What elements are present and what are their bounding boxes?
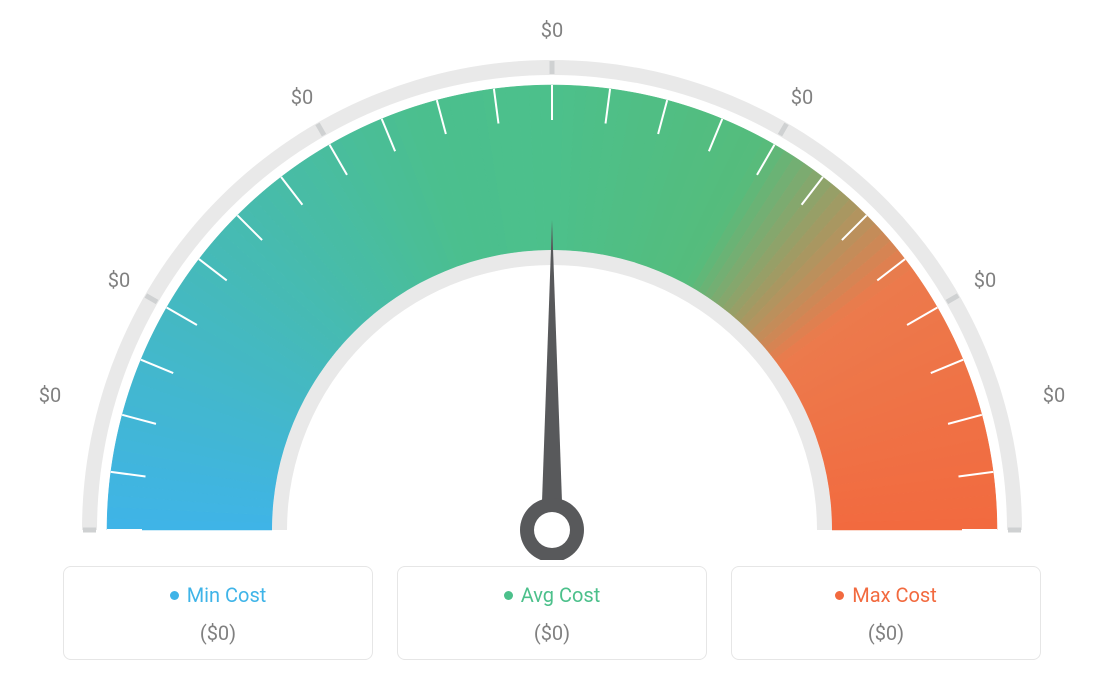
gauge-axis-label: $0 bbox=[541, 18, 563, 42]
gauge-axis-label: $0 bbox=[291, 85, 313, 109]
gauge-chart: $0 $0 $0 $0 $0 $0 $0 bbox=[0, 0, 1104, 560]
gauge-axis-label: $0 bbox=[974, 268, 996, 292]
legend-value-avg: ($0) bbox=[406, 621, 698, 645]
legend-value-min: ($0) bbox=[72, 621, 364, 645]
legend-row: Min Cost ($0) Avg Cost ($0) Max Cost ($0… bbox=[0, 560, 1104, 660]
legend-dot-min bbox=[170, 591, 179, 600]
legend-dot-max bbox=[835, 591, 844, 600]
gauge-axis-label: $0 bbox=[1043, 383, 1065, 407]
legend-dot-avg bbox=[504, 591, 513, 600]
legend-label-avg: Avg Cost bbox=[504, 583, 601, 607]
legend-label-min: Min Cost bbox=[170, 583, 267, 607]
legend-label-max: Max Cost bbox=[835, 583, 937, 607]
legend-card-max: Max Cost ($0) bbox=[731, 566, 1041, 660]
gauge-axis-label: $0 bbox=[108, 268, 130, 292]
legend-text-min: Min Cost bbox=[187, 583, 267, 607]
gauge-axis-label: $0 bbox=[791, 85, 813, 109]
gauge-axis-label: $0 bbox=[39, 383, 61, 407]
legend-card-avg: Avg Cost ($0) bbox=[397, 566, 707, 660]
legend-card-min: Min Cost ($0) bbox=[63, 566, 373, 660]
legend-value-max: ($0) bbox=[740, 621, 1032, 645]
legend-text-max: Max Cost bbox=[852, 583, 937, 607]
gauge-svg bbox=[0, 0, 1104, 560]
legend-text-avg: Avg Cost bbox=[521, 583, 601, 607]
